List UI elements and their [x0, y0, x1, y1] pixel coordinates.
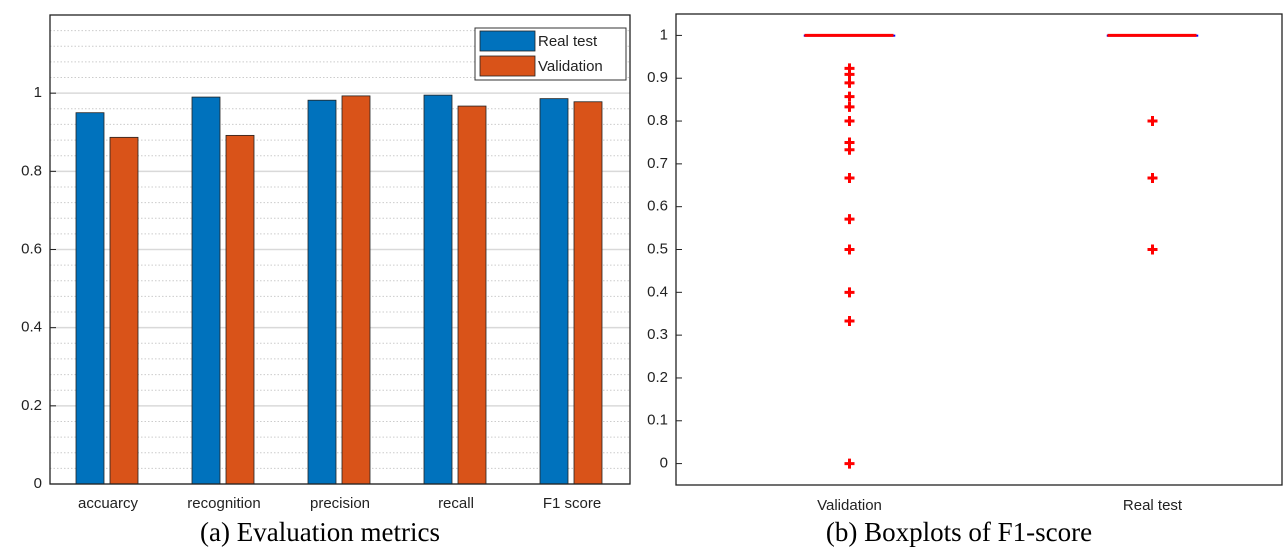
- bar: [539, 98, 569, 485]
- outlier: [844, 458, 855, 469]
- outlier: [844, 144, 855, 155]
- plot-area: [676, 14, 1282, 485]
- bar: [457, 105, 487, 485]
- y-tick-label: 0.6: [647, 198, 668, 215]
- x-tick-label: recall: [438, 495, 474, 512]
- outlier: [1147, 172, 1158, 183]
- x-tick-label: Real test: [1123, 497, 1183, 514]
- x-tick-label: accuarcy: [78, 495, 139, 512]
- outlier: [844, 172, 855, 183]
- outlier: [844, 287, 855, 298]
- caption: (a) Evaluation metrics: [200, 517, 440, 547]
- outlier: [844, 77, 855, 88]
- bar: [225, 134, 255, 485]
- outlier: [844, 214, 855, 225]
- outlier: [844, 69, 855, 80]
- outlier: [844, 116, 855, 127]
- legend-label: Validation: [538, 58, 603, 75]
- outlier: [1147, 244, 1158, 255]
- outlier: [844, 316, 855, 327]
- y-tick-label: 0: [34, 475, 42, 492]
- y-tick-label: 0.2: [647, 369, 668, 386]
- y-tick-label: 1: [660, 26, 668, 43]
- outlier: [844, 101, 855, 112]
- bar: [307, 99, 337, 485]
- axes-frame: [675, 13, 1283, 486]
- y-tick-label: 0.6: [21, 240, 42, 257]
- x-tick-label: precision: [310, 495, 370, 512]
- y-tick-label: 0.9: [647, 69, 668, 86]
- y-tick-label: 0.8: [647, 112, 668, 129]
- outlier: [844, 244, 855, 255]
- caption: (b) Boxplots of F1-score: [826, 517, 1092, 547]
- y-tick-label: 0.8: [21, 162, 42, 179]
- y-tick-label: 0.3: [647, 326, 668, 343]
- legend-label: Real test: [538, 33, 598, 50]
- x-tick-label: Validation: [817, 497, 882, 514]
- bar: [191, 96, 221, 485]
- bar: [109, 136, 139, 485]
- legend-swatch: [479, 30, 536, 52]
- bar: [75, 112, 105, 485]
- x-tick-label: F1 score: [543, 495, 601, 512]
- y-tick-label: 0.4: [21, 319, 42, 336]
- bar: [423, 94, 453, 485]
- y-tick-label: 0.5: [647, 240, 668, 257]
- x-tick-label: recognition: [187, 495, 260, 512]
- y-tick-label: 0.1: [647, 412, 668, 429]
- outlier: [844, 91, 855, 102]
- y-tick-label: 0.4: [647, 283, 668, 300]
- y-tick-label: 0: [660, 455, 668, 472]
- bar: [573, 101, 603, 485]
- bar: [341, 95, 371, 485]
- y-tick-label: 1: [34, 84, 42, 101]
- y-tick-label: 0.2: [21, 397, 42, 414]
- legend-swatch: [479, 55, 536, 77]
- outlier: [1147, 116, 1158, 127]
- axes-frame: [49, 14, 631, 485]
- y-tick-label: 0.7: [647, 155, 668, 172]
